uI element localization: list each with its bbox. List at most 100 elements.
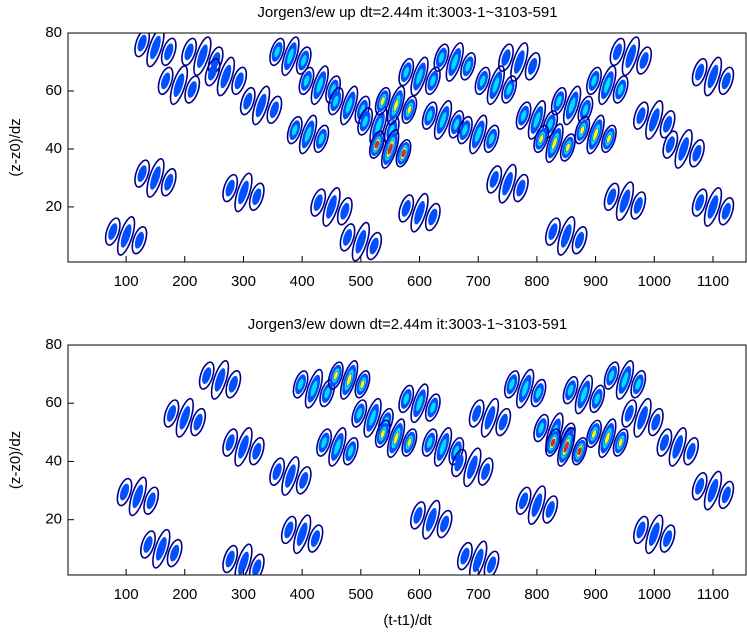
contour-level: [486, 65, 506, 106]
contour-level: [548, 223, 558, 240]
contour-blob: [116, 476, 160, 517]
contour-level: [415, 394, 424, 412]
contour-level: [220, 64, 232, 89]
contour-level: [248, 182, 265, 211]
contour-level: [501, 75, 518, 104]
contour-level: [304, 125, 312, 143]
contour-level: [269, 37, 286, 67]
contour-level: [637, 406, 648, 430]
contour-level: [332, 95, 340, 108]
contour-level: [436, 509, 453, 539]
contour-level: [621, 36, 641, 77]
y-tick-label: 40: [45, 452, 62, 469]
contour-level: [718, 66, 735, 96]
contour-level: [347, 445, 355, 458]
contour-level: [380, 129, 400, 169]
contour-level: [284, 521, 294, 539]
contour-level: [214, 368, 226, 392]
contour-level: [479, 74, 486, 87]
contour-blob: [544, 216, 588, 256]
contour-blob: [286, 114, 330, 155]
contour-level: [421, 428, 438, 457]
contour-level: [269, 101, 279, 119]
contour-level: [429, 74, 437, 87]
contour-level: [651, 413, 661, 431]
contour-blob: [550, 85, 594, 126]
contour-level: [333, 370, 339, 381]
contour-level: [674, 129, 693, 169]
contour-level: [659, 434, 670, 451]
contour-blob: [222, 426, 265, 467]
contour-blob: [603, 360, 647, 400]
x-tick-label: 1100: [697, 586, 729, 603]
contour-level: [508, 378, 516, 391]
contour-level: [550, 86, 567, 116]
contour-level: [166, 538, 183, 568]
x-tick-label: 600: [407, 273, 432, 290]
contour-level: [222, 173, 239, 203]
contour-level: [659, 524, 676, 553]
contour-level: [269, 457, 286, 486]
contour-level: [707, 64, 719, 89]
contour-level: [222, 428, 239, 457]
contour-level: [104, 217, 121, 246]
contour-level: [355, 229, 367, 254]
plot-area: [104, 33, 735, 262]
contour-blob: [204, 56, 248, 97]
contour-level: [317, 132, 325, 145]
contour-blob: [239, 85, 283, 126]
contour-level: [521, 380, 530, 398]
contour-level: [216, 56, 236, 97]
contour-level: [225, 550, 235, 568]
contour-blob: [181, 36, 224, 77]
contour-level: [299, 471, 309, 489]
contour-blob: [662, 129, 705, 169]
contour-level: [143, 486, 160, 515]
contour-level: [703, 187, 723, 227]
contour-level: [164, 43, 174, 61]
contour-level: [452, 118, 460, 131]
contour-level: [524, 52, 541, 81]
contour-blob: [298, 65, 342, 106]
contour-level: [590, 74, 598, 87]
contour-level: [304, 368, 324, 409]
contour-level: [401, 149, 406, 158]
plot-area: [116, 360, 735, 575]
contour-level: [134, 33, 151, 58]
contour-level: [695, 194, 705, 211]
contour-level: [591, 429, 597, 439]
contour-level: [498, 43, 514, 72]
contour-level: [571, 436, 588, 466]
contour-level: [530, 378, 547, 408]
contour-level: [346, 373, 353, 387]
contour-blob: [515, 485, 559, 526]
contour-blob: [374, 418, 418, 459]
contour-level: [456, 541, 473, 571]
contour-level: [128, 476, 148, 517]
contour-level: [630, 191, 647, 220]
contour-level: [414, 200, 425, 225]
contour-level: [137, 34, 147, 52]
x-tick-label: 500: [348, 273, 373, 290]
contour-level: [116, 477, 133, 507]
contour-level: [632, 101, 649, 130]
y-tick-label: 60: [45, 82, 62, 99]
contour-level: [234, 543, 253, 575]
contour-level: [461, 124, 469, 137]
contour-level: [600, 124, 617, 154]
contour-level: [210, 360, 230, 400]
contour-level: [686, 442, 696, 460]
contour-level: [143, 536, 153, 553]
contour-blob: [656, 426, 700, 467]
contour-level: [392, 431, 400, 445]
contour-level: [315, 76, 324, 94]
contour-level: [510, 42, 529, 82]
contour-level: [225, 434, 235, 451]
contour-level: [157, 66, 174, 96]
contour-level: [137, 165, 147, 182]
contour-level: [238, 180, 249, 205]
contour-level: [150, 35, 161, 60]
contour-level: [425, 507, 437, 532]
contour-level: [560, 224, 572, 248]
contour-level: [593, 392, 601, 405]
